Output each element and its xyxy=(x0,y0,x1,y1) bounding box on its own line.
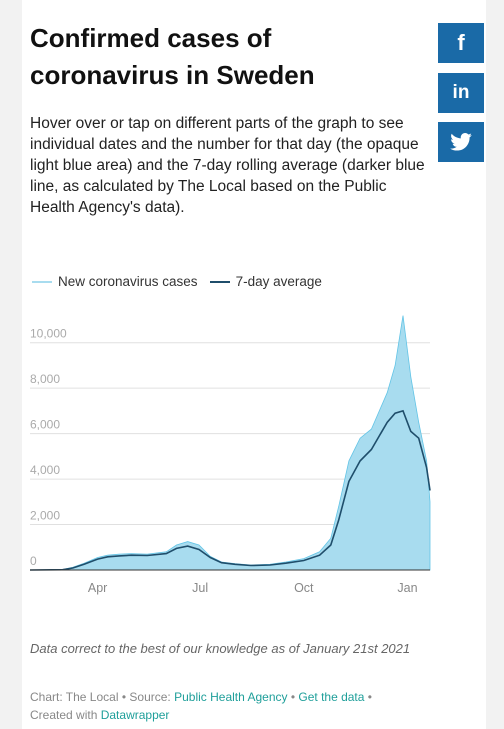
x-tick-label: Jan xyxy=(397,581,417,595)
new-cases-area xyxy=(29,315,431,571)
y-tick-label: 8,000 xyxy=(30,372,60,386)
legend-swatch-avg xyxy=(209,280,230,283)
twitter-share-button[interactable] xyxy=(438,122,484,162)
chart-legend: New coronavirus cases 7-day average xyxy=(32,274,334,289)
legend-item-new-cases: New coronavirus cases xyxy=(32,274,198,289)
y-tick-label: 6,000 xyxy=(30,418,60,432)
legend-label-new-cases: New coronavirus cases xyxy=(58,274,198,289)
source-link[interactable]: Public Health Agency xyxy=(174,690,288,704)
chart-credit: Chart: The Local • Source: Public Health… xyxy=(30,688,470,724)
legend-label-avg: 7-day average xyxy=(235,274,322,289)
y-tick-label: 2,000 xyxy=(30,509,60,523)
chart-description: Hover over or tap on different parts of … xyxy=(30,115,425,216)
facebook-share-button[interactable]: f xyxy=(438,23,484,63)
linkedin-icon: in xyxy=(452,82,470,103)
chart-by-text: Chart: The Local xyxy=(30,690,119,704)
separator: • xyxy=(367,690,372,704)
twitter-icon xyxy=(450,133,472,151)
legend-swatch-new-cases xyxy=(32,280,52,283)
created-with-text: Created with xyxy=(30,708,98,722)
legend-item-avg: 7-day average xyxy=(209,274,322,289)
separator: • xyxy=(121,690,127,704)
chart-title: Confirmed cases of coronavirus in Sweden xyxy=(30,23,315,90)
y-tick-label: 0 xyxy=(30,554,37,568)
x-tick-label: Oct xyxy=(294,581,314,595)
y-tick-label: 4,000 xyxy=(30,463,60,477)
y-tick-label: 10,000 xyxy=(30,327,67,341)
x-tick-label: Jul xyxy=(192,581,208,595)
get-data-link[interactable]: Get the data xyxy=(298,690,365,704)
datawrapper-link[interactable]: Datawrapper xyxy=(100,708,170,722)
data-note: Data correct to the best of our knowledg… xyxy=(30,641,411,656)
x-tick-label: Apr xyxy=(88,581,107,595)
avg-line xyxy=(29,409,431,571)
source-prefix: Source: xyxy=(129,690,171,704)
linkedin-share-button[interactable]: in xyxy=(438,73,484,113)
separator: • xyxy=(290,690,296,704)
facebook-icon: f xyxy=(457,30,465,55)
